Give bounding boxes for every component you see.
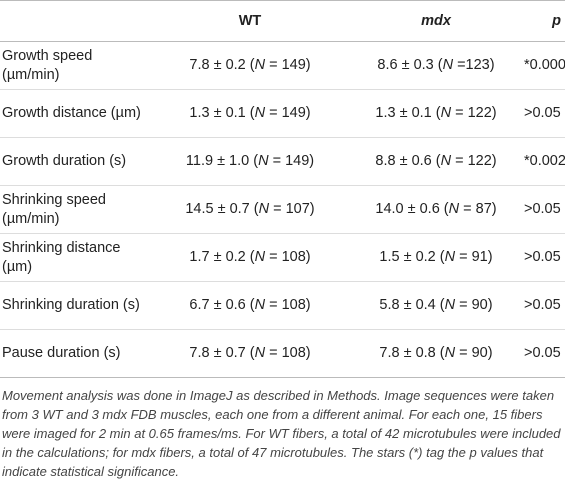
value-text: 1.5 ± 0.2 (	[379, 249, 445, 265]
value-text: = 91)	[455, 249, 493, 265]
p-value: *0.0022	[520, 137, 565, 186]
p-value: >0.05	[520, 89, 565, 138]
sample-symbol: N	[258, 153, 269, 169]
table-row: Shrinking duration (s) 6.7 ± 0.6 (N = 108…	[0, 281, 565, 330]
value-cell: 5.8 ± 0.4 (N = 90)	[352, 281, 520, 330]
value-cell: 14.0 ± 0.6 (N = 87)	[352, 185, 520, 234]
value-cell: 6.7 ± 0.6 (N = 108)	[148, 281, 352, 330]
p-value: *0.0003	[520, 41, 565, 90]
header-row: WT mdx p	[0, 0, 565, 42]
value-cell: 1.5 ± 0.2 (N = 91)	[352, 233, 520, 282]
value-text: 6.7 ± 0.6 (	[189, 297, 255, 313]
table-row: Shrinking distance (µm) 1.7 ± 0.2 (N = 10…	[0, 233, 565, 282]
table-body: Growth speed (µm/min) 7.8 ± 0.2 (N = 149)…	[0, 41, 565, 378]
sample-symbol: N	[254, 249, 266, 265]
sample-symbol: N	[254, 297, 266, 313]
value-text: = 107)	[269, 201, 315, 217]
value-text: = 149)	[268, 153, 315, 169]
value-text: 14.0 ± 0.6 (	[375, 201, 449, 217]
row-label: Shrinking distance (µm)	[0, 233, 148, 282]
header-cell	[0, 0, 148, 42]
value-text: 14.5 ± 0.7 (	[185, 201, 259, 217]
value-cell: 7.8 ± 0.2 (N = 149)	[148, 41, 352, 90]
sample-symbol: N	[440, 105, 452, 121]
data-table: WT mdx p Growth speed (µm/min) 7.8 ± 0.2 …	[0, 0, 565, 378]
header-cell: mdx	[352, 0, 520, 42]
p-value: >0.05	[520, 281, 565, 330]
value-cell: 1.3 ± 0.1 (N = 122)	[352, 89, 520, 138]
value-text: 8.6 ± 0.3 (	[377, 57, 443, 73]
value-text: 7.8 ± 0.8 (	[379, 345, 445, 361]
table-footnote: Movement analysis was done in ImageJ as …	[2, 388, 561, 479]
value-text: 7.8 ± 0.2 (	[189, 57, 255, 73]
value-cell: 7.8 ± 0.8 (N = 90)	[352, 329, 520, 378]
sample-symbol: N	[254, 105, 266, 121]
table-row: Growth speed (µm/min) 7.8 ± 0.2 (N = 149)…	[0, 41, 565, 90]
value-cell: 14.5 ± 0.7 (N = 107)	[148, 185, 352, 234]
header-cell: p	[520, 0, 565, 42]
value-cell: 1.7 ± 0.2 (N = 108)	[148, 233, 352, 282]
row-label: Growth speed (µm/min)	[0, 41, 148, 90]
value-text: = 108)	[265, 345, 311, 361]
sample-symbol: N	[444, 249, 456, 265]
value-text: 1.7 ± 0.2 (	[189, 249, 255, 265]
header-cell: WT	[148, 0, 352, 42]
row-label: Growth distance (µm)	[0, 89, 148, 138]
value-cell: 1.3 ± 0.1 (N = 149)	[148, 89, 352, 138]
sample-symbol: N	[444, 297, 456, 313]
sample-symbol: N	[448, 201, 460, 217]
sample-symbol: N	[442, 57, 454, 73]
row-label: Growth duration (s)	[0, 137, 148, 186]
sample-symbol: N	[440, 153, 452, 169]
value-cell: 8.8 ± 0.6 (N = 122)	[352, 137, 520, 186]
value-text: =123)	[453, 57, 495, 73]
p-value: >0.05	[520, 329, 565, 378]
value-text: 8.8 ± 0.6 (	[375, 153, 441, 169]
sample-symbol: N	[258, 201, 270, 217]
sample-symbol: N	[444, 345, 456, 361]
p-value: >0.05	[520, 233, 565, 282]
value-text: = 87)	[459, 201, 497, 217]
sample-symbol: N	[254, 345, 266, 361]
table-row: Pause duration (s) 7.8 ± 0.7 (N = 108) 7.8…	[0, 329, 565, 378]
value-text: = 149)	[265, 105, 311, 121]
value-text: = 122)	[451, 153, 497, 169]
value-text: = 108)	[265, 249, 311, 265]
value-text: 1.3 ± 0.1 (	[375, 105, 441, 121]
value-text: = 90)	[455, 345, 493, 361]
value-cell: 8.6 ± 0.3 (N =123)	[352, 41, 520, 90]
value-text: = 90)	[455, 297, 493, 313]
row-label: Pause duration (s)	[0, 329, 148, 378]
value-text: 5.8 ± 0.4 (	[379, 297, 445, 313]
value-text: 11.9 ± 1.0 (	[185, 153, 259, 169]
value-text: 7.8 ± 0.7 (	[189, 345, 255, 361]
table-row: Growth duration (s) 11.9 ± 1.0 (N = 149) 8…	[0, 137, 565, 186]
value-cell: 7.8 ± 0.7 (N = 108)	[148, 329, 352, 378]
value-text: = 108)	[265, 297, 311, 313]
sample-symbol: N	[254, 57, 266, 73]
row-label: Shrinking duration (s)	[0, 281, 148, 330]
row-label: Shrinking speed (µm/min)	[0, 185, 148, 234]
table-row: Shrinking speed (µm/min) 14.5 ± 0.7 (N = …	[0, 185, 565, 234]
value-text: = 122)	[451, 105, 497, 121]
table-header: WT mdx p	[0, 0, 565, 42]
value-cell: 11.9 ± 1.0 (N = 149)	[148, 137, 352, 186]
table-row: Growth distance (µm) 1.3 ± 0.1 (N = 149) 1…	[0, 89, 565, 138]
value-text: = 149)	[265, 57, 311, 73]
value-text: 1.3 ± 0.1 (	[189, 105, 255, 121]
p-value: >0.05	[520, 185, 565, 234]
